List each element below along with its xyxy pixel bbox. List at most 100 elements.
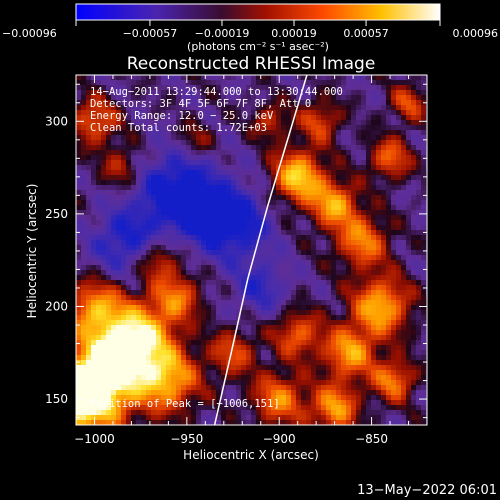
heatmap-cell bbox=[91, 320, 97, 326]
heatmap-cell bbox=[296, 160, 302, 166]
heatmap-cell bbox=[296, 335, 302, 341]
heatmap-cell bbox=[316, 400, 322, 406]
heatmap-cell bbox=[336, 335, 342, 341]
heatmap-cell bbox=[336, 305, 342, 311]
heatmap-cell bbox=[406, 295, 412, 301]
heatmap-cell bbox=[361, 100, 367, 106]
heatmap-cell bbox=[366, 420, 372, 425]
heatmap-cell bbox=[81, 325, 87, 331]
heatmap-cell bbox=[131, 280, 137, 286]
heatmap-cell bbox=[316, 360, 322, 366]
heatmap-cell bbox=[236, 400, 242, 406]
heatmap-cell bbox=[251, 200, 257, 206]
heatmap-cell bbox=[186, 240, 192, 246]
heatmap-cell bbox=[291, 90, 297, 96]
heatmap-cell bbox=[316, 405, 322, 411]
heatmap-cell bbox=[141, 135, 147, 141]
heatmap-cell bbox=[391, 420, 397, 425]
heatmap-cell bbox=[326, 215, 332, 221]
heatmap-cell bbox=[291, 75, 297, 81]
heatmap-cell bbox=[166, 230, 172, 236]
heatmap-cell bbox=[161, 340, 167, 346]
heatmap-cell bbox=[121, 160, 127, 166]
heatmap-cell bbox=[156, 330, 162, 336]
heatmap-cell bbox=[416, 380, 422, 386]
heatmap-cell bbox=[111, 175, 117, 181]
heatmap-cell bbox=[286, 100, 292, 106]
heatmap-cell bbox=[181, 295, 187, 301]
heatmap-cell bbox=[191, 320, 197, 326]
heatmap-cell bbox=[351, 400, 357, 406]
heatmap-cell bbox=[236, 125, 242, 131]
heatmap-cell bbox=[311, 100, 317, 106]
heatmap-cell bbox=[246, 415, 252, 421]
heatmap-cell bbox=[226, 145, 232, 151]
heatmap-cell bbox=[136, 380, 142, 386]
heatmap-cell bbox=[116, 220, 122, 226]
heatmap-cell bbox=[386, 175, 392, 181]
heatmap-cell bbox=[91, 325, 97, 331]
heatmap-cell bbox=[126, 230, 132, 236]
heatmap-cell bbox=[116, 315, 122, 321]
heatmap-cell bbox=[316, 135, 322, 141]
heatmap-cell bbox=[156, 85, 162, 91]
heatmap-cell bbox=[341, 170, 347, 176]
heatmap-cell bbox=[321, 255, 327, 261]
heatmap-cell bbox=[291, 325, 297, 331]
heatmap-cell bbox=[81, 305, 87, 311]
heatmap-cell bbox=[116, 385, 122, 391]
heatmap-cell bbox=[331, 200, 337, 206]
heatmap-cell bbox=[221, 290, 227, 296]
heatmap-cell bbox=[241, 230, 247, 236]
heatmap-cell bbox=[281, 360, 287, 366]
heatmap-cell bbox=[151, 325, 157, 331]
heatmap-cell bbox=[236, 280, 242, 286]
heatmap-cell bbox=[186, 360, 192, 366]
heatmap-cell bbox=[176, 185, 182, 191]
heatmap-cell bbox=[406, 290, 412, 296]
heatmap-cell bbox=[126, 225, 132, 231]
heatmap-cell bbox=[366, 165, 372, 171]
heatmap-cell bbox=[366, 345, 372, 351]
heatmap-cell bbox=[306, 165, 312, 171]
heatmap-cell bbox=[351, 110, 357, 116]
heatmap-cell bbox=[171, 260, 177, 266]
heatmap-cell bbox=[171, 165, 177, 171]
heatmap-cell bbox=[86, 330, 92, 336]
heatmap-cell bbox=[261, 355, 267, 361]
heatmap-cell bbox=[401, 285, 407, 291]
heatmap-cell bbox=[246, 205, 252, 211]
heatmap-cell bbox=[86, 175, 92, 181]
heatmap-cell bbox=[181, 145, 187, 151]
heatmap-cell bbox=[336, 350, 342, 356]
heatmap-cell bbox=[231, 230, 237, 236]
heatmap-cell bbox=[156, 385, 162, 391]
heatmap-cell bbox=[216, 200, 222, 206]
heatmap-cell bbox=[356, 260, 362, 266]
heatmap-cell bbox=[291, 345, 297, 351]
heatmap-cell bbox=[326, 180, 332, 186]
heatmap-cell bbox=[216, 255, 222, 261]
heatmap-cell bbox=[246, 285, 252, 291]
heatmap-cell bbox=[236, 165, 242, 171]
heatmap-cell bbox=[131, 95, 137, 101]
heatmap-cell bbox=[176, 320, 182, 326]
heatmap-cell bbox=[351, 205, 357, 211]
heatmap-cell bbox=[346, 175, 352, 181]
heatmap-cell bbox=[396, 175, 402, 181]
heatmap-cell bbox=[111, 125, 117, 131]
heatmap-cell bbox=[216, 180, 222, 186]
heatmap-cell bbox=[131, 355, 137, 361]
heatmap-cell bbox=[321, 310, 327, 316]
heatmap-cell bbox=[136, 310, 142, 316]
heatmap-cell bbox=[336, 170, 342, 176]
heatmap-cell bbox=[146, 275, 152, 281]
heatmap-cell bbox=[281, 385, 287, 391]
heatmap-cell bbox=[366, 200, 372, 206]
heatmap-cell bbox=[161, 350, 167, 356]
heatmap-cell bbox=[366, 340, 372, 346]
heatmap-cell bbox=[266, 290, 272, 296]
heatmap-cell bbox=[226, 375, 232, 381]
heatmap-cell bbox=[201, 260, 207, 266]
heatmap-cell bbox=[271, 405, 277, 411]
